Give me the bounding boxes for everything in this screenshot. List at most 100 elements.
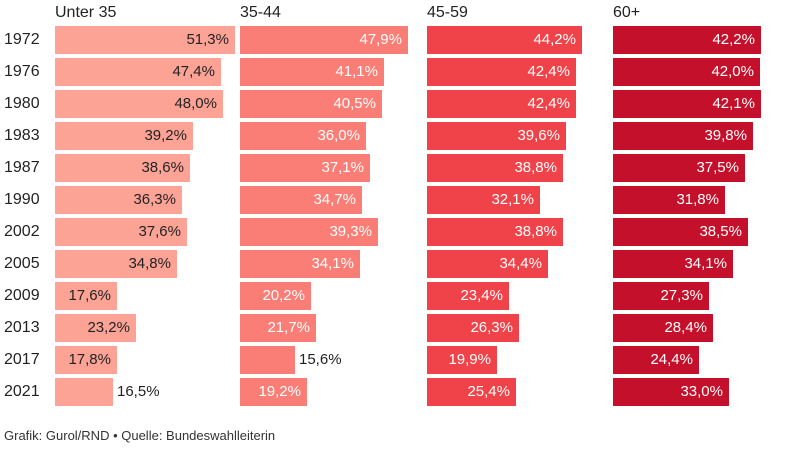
year-label: 1976 xyxy=(4,63,40,80)
data-label: 42,4% xyxy=(527,63,570,80)
bar xyxy=(55,122,193,150)
bar xyxy=(240,26,408,54)
bar xyxy=(427,186,540,214)
year-label: 2013 xyxy=(4,319,40,336)
data-label: 42,4% xyxy=(527,95,570,112)
bar xyxy=(55,218,187,246)
bar xyxy=(240,282,311,310)
data-label: 25,4% xyxy=(467,383,510,400)
data-label: 33,0% xyxy=(680,383,723,400)
bar xyxy=(55,90,223,118)
data-label: 37,6% xyxy=(138,223,181,240)
bar xyxy=(240,250,360,278)
data-label: 42,2% xyxy=(712,31,755,48)
bar xyxy=(55,154,190,182)
bar xyxy=(240,378,307,406)
bar xyxy=(613,58,760,86)
year-label: 2017 xyxy=(4,351,40,368)
data-label: 37,1% xyxy=(321,159,364,176)
bar xyxy=(240,90,382,118)
year-label: 1980 xyxy=(4,95,40,112)
data-label: 27,3% xyxy=(660,287,703,304)
data-label: 38,6% xyxy=(141,159,184,176)
bar xyxy=(613,186,725,214)
data-label: 31,8% xyxy=(676,191,719,208)
data-label: 20,2% xyxy=(262,287,305,304)
data-label: 34,1% xyxy=(311,255,354,272)
data-label: 37,5% xyxy=(696,159,739,176)
data-label: 38,5% xyxy=(699,223,742,240)
data-label: 41,1% xyxy=(335,63,378,80)
data-label: 47,9% xyxy=(359,31,402,48)
data-label: 16,5% xyxy=(117,383,160,400)
bar xyxy=(427,90,576,118)
bar xyxy=(613,250,733,278)
bar xyxy=(240,58,384,86)
source-note: Grafik: Gurol/RND • Quelle: Bundeswahlle… xyxy=(4,428,276,443)
data-label: 34,4% xyxy=(499,255,542,272)
data-label: 39,3% xyxy=(329,223,372,240)
bar xyxy=(427,346,497,374)
data-label: 26,3% xyxy=(470,319,513,336)
year-label: 1972 xyxy=(4,31,40,48)
bar xyxy=(240,154,370,182)
data-label: 39,8% xyxy=(704,127,747,144)
year-label: 2005 xyxy=(4,255,40,272)
data-label: 15,6% xyxy=(299,351,342,368)
panel-title: 60+ xyxy=(613,4,641,21)
bar xyxy=(427,314,519,342)
bar xyxy=(613,154,745,182)
panel-title: Unter 35 xyxy=(55,4,117,21)
year-label: 2002 xyxy=(4,223,40,240)
bar xyxy=(55,186,182,214)
bar xyxy=(55,346,117,374)
data-label: 34,1% xyxy=(684,255,727,272)
data-label: 17,8% xyxy=(68,351,111,368)
data-label: 19,9% xyxy=(448,351,491,368)
bar xyxy=(427,154,563,182)
bar xyxy=(613,218,748,246)
data-label: 42,1% xyxy=(712,95,755,112)
year-label: 1990 xyxy=(4,191,40,208)
bar xyxy=(55,282,117,310)
bar xyxy=(613,282,709,310)
bar xyxy=(240,346,295,374)
bar xyxy=(427,250,548,278)
bar xyxy=(240,314,316,342)
bar xyxy=(613,346,699,374)
bar xyxy=(55,26,235,54)
data-label: 34,8% xyxy=(128,255,171,272)
bar xyxy=(427,378,516,406)
data-label: 24,4% xyxy=(650,351,693,368)
bar xyxy=(613,90,761,118)
bar xyxy=(613,122,753,150)
data-label: 34,7% xyxy=(313,191,356,208)
data-label: 38,8% xyxy=(514,159,557,176)
data-label: 39,2% xyxy=(144,127,187,144)
bar xyxy=(240,122,366,150)
bar xyxy=(427,122,566,150)
data-label: 51,3% xyxy=(186,31,229,48)
bar xyxy=(427,218,563,246)
data-label: 32,1% xyxy=(491,191,534,208)
data-label: 19,2% xyxy=(258,383,301,400)
data-label: 48,0% xyxy=(174,95,217,112)
bar xyxy=(613,378,729,406)
data-label: 39,6% xyxy=(517,127,560,144)
bar xyxy=(427,26,582,54)
year-label: 1987 xyxy=(4,159,40,176)
bar xyxy=(427,282,509,310)
data-label: 17,6% xyxy=(68,287,111,304)
data-label: 23,2% xyxy=(87,319,130,336)
data-label: 36,0% xyxy=(317,127,360,144)
data-label: 21,7% xyxy=(267,319,310,336)
panel-title: 35-44 xyxy=(240,4,281,21)
panel-title: 45-59 xyxy=(427,4,468,21)
data-label: 42,0% xyxy=(711,63,754,80)
bar xyxy=(613,314,713,342)
data-label: 47,4% xyxy=(172,63,215,80)
bar xyxy=(240,218,378,246)
bar xyxy=(55,58,221,86)
year-label: 1983 xyxy=(4,127,40,144)
